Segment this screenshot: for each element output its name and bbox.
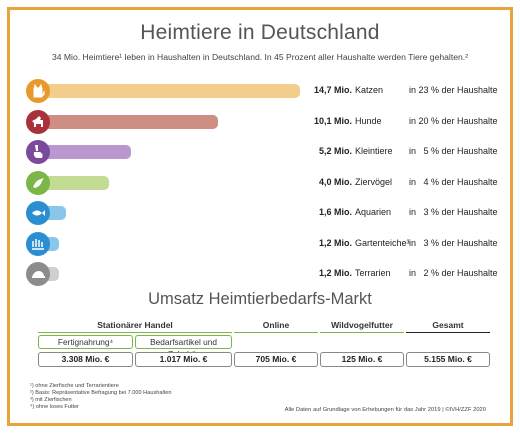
column-header-stationary: Stationärer Handel: [97, 320, 173, 330]
bar-row: 1,2 Mio. Terrarien in 2 % der Haushalte: [0, 262, 520, 286]
column-header-online: Online: [262, 320, 290, 330]
value-label: 4,0 Mio.: [318, 176, 352, 187]
dog-icon: [26, 109, 50, 134]
value-wildbird: 125 Mio. €: [320, 352, 404, 367]
category-label: Hunde: [355, 115, 382, 126]
pond-icon: [26, 231, 50, 256]
cat-icon: [26, 79, 50, 103]
turtle-icon: [26, 262, 50, 286]
value-total: 5.155 Mio. €: [406, 352, 490, 367]
household-share-label: in 23 % der Haushalte: [409, 85, 498, 95]
bar-row: 1,2 Mio. Gartenteiche³ in 3 % der Haushalt…: [0, 231, 520, 256]
value-label: 10,1 Mio.: [313, 115, 352, 126]
bar: [38, 84, 300, 98]
household-share-label: in 3 % der Haushalte: [409, 237, 498, 248]
category-label: Gartenteiche³: [355, 237, 410, 248]
bird-icon: [26, 170, 50, 195]
household-share-label: in 5 % der Haushalte: [409, 146, 498, 156]
value-label: 1,2 Mio.: [318, 237, 352, 248]
divider-online: [234, 332, 318, 333]
category-label: Katzen: [355, 85, 384, 95]
category-label: Ziervögel: [355, 176, 393, 187]
footnote: ⁴) ohne loses Futter: [30, 404, 80, 410]
rabbit-icon: [26, 140, 50, 164]
footnotes: ¹) ohne Zierfische und Terrarientiere ²)…: [30, 383, 171, 411]
footnote: ¹) ohne Zierfische und Terrarientiere: [30, 383, 119, 389]
bar: [38, 145, 131, 159]
value-accessories: 1.017 Mio. €: [135, 352, 232, 367]
category-label: Terrarien: [355, 268, 391, 278]
divider-total: [406, 332, 490, 333]
bar: [38, 175, 109, 190]
value-online: 705 Mio. €: [234, 352, 318, 367]
bar-row: 1,6 Mio. Aquarien in 3 % der Haushalte: [0, 201, 520, 225]
value-food: 3.308 Mio. €: [38, 352, 133, 367]
bar: [38, 114, 218, 129]
household-share-label: in 3 % der Haushalte: [409, 207, 498, 217]
household-share-label: in 4 % der Haushalte: [409, 176, 498, 187]
bar-row: 5,2 Mio. Kleintiere in 5 % der Haushalte: [0, 140, 520, 164]
divider-wildbird: [320, 332, 404, 333]
sub-label-accessories: Bedarfsartikel und Zubehör: [135, 335, 232, 359]
footnote: ²) Basis: Repräsentative Befragung bei 7…: [30, 390, 172, 396]
value-label: 5,2 Mio.: [318, 146, 352, 156]
chart-title: Heimtiere in Deutschland: [140, 21, 380, 44]
value-label: 1,2 Mio.: [318, 268, 352, 278]
fish-icon: [26, 201, 50, 225]
bar-row: 4,0 Mio. Ziervögel in 4 % der Haushalte: [0, 170, 520, 195]
value-label: 14,7 Mio.: [313, 85, 352, 95]
footnote: ³) mit Zierfischen: [30, 397, 72, 403]
column-header-total: Gesamt: [432, 320, 464, 330]
chart-subtitle: 34 Mio. Heimtiere¹ leben in Haushalten i…: [51, 52, 469, 62]
sub-label-food: Fertignahrung⁴: [38, 335, 133, 349]
category-label: Aquarien: [355, 207, 392, 217]
source-note: Alle Daten auf Grundlage von Erhebungen …: [284, 407, 486, 413]
market-title: Umsatz Heimtierbedarfs-Markt: [148, 290, 372, 308]
bar-row: 10,1 Mio. Hunde in 20 % der Haushalte: [0, 109, 520, 134]
value-label: 1,6 Mio.: [318, 207, 352, 217]
column-header-wildbird: Wildvogelfutter: [331, 320, 393, 330]
category-label: Kleintiere: [355, 146, 393, 156]
bar-row: 14,7 Mio. Katzen in 23 % der Haushalte: [0, 79, 520, 103]
household-share-label: in 2 % der Haushalte: [409, 268, 498, 278]
divider-stationary: [38, 332, 232, 333]
household-share-label: in 20 % der Haushalte: [409, 115, 498, 126]
